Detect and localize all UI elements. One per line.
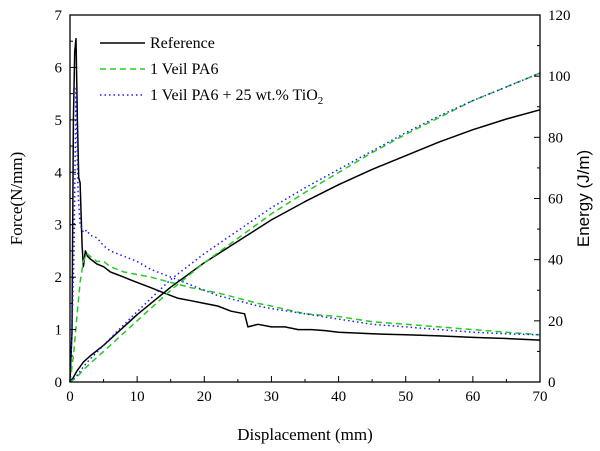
series-layer (69, 37, 541, 383)
y-left-tick-label: 3 (55, 218, 63, 234)
y-right-tick-label: 60 (548, 192, 563, 208)
plot-frame (69, 14, 541, 383)
y-right-tick-label: 80 (548, 130, 563, 146)
x-tick-label: 30 (264, 389, 279, 405)
x-tick-label: 50 (398, 389, 413, 405)
y-left-tick-label: 1 (55, 323, 63, 339)
y-left-tick-label: 7 (55, 8, 63, 24)
legend-label-reference: Reference (150, 35, 215, 52)
legend: Reference 1 Veil PA6 1 Veil PA6 + 25 wt.… (100, 35, 323, 107)
y-axis-title-left: Force(N/mm) (7, 152, 26, 245)
y-right-tick-label: 20 (548, 314, 563, 330)
x-tick-label: 70 (533, 389, 548, 405)
x-tick-label: 10 (130, 389, 145, 405)
legend-label-tio2-subscript: 2 (318, 95, 324, 107)
y-right-tick-label: 0 (548, 375, 556, 391)
y-right-tick-label: 40 (548, 253, 563, 269)
legend-label-veil-pa6-tio2: 1 Veil PA6 + 25 wt.% TiO2 (150, 87, 323, 107)
series-line-energy-5 (69, 72, 541, 383)
legend-label-veil-pa6: 1 Veil PA6 (150, 61, 218, 78)
series-line-force-1 (69, 252, 541, 383)
series-line-energy-4 (69, 72, 541, 383)
y-left-tick-label: 5 (55, 113, 63, 129)
series-line-force-0 (69, 37, 541, 383)
x-tick-label: 60 (465, 389, 480, 405)
y-left-tick-label: 4 (55, 165, 63, 181)
y-right-tick-label: 120 (548, 8, 571, 24)
y-left-tick-label: 6 (55, 60, 63, 76)
x-axis-title: Displacement (mm) (237, 425, 373, 444)
y-left-tick-label: 2 (55, 270, 63, 286)
y-left-tick-label: 0 (55, 375, 63, 391)
legend-label-tio2-prefix: 1 Veil PA6 + 25 wt.% TiO (150, 87, 318, 104)
x-tick-label: 40 (331, 389, 346, 405)
x-tick-label: 20 (197, 389, 212, 405)
series-line-energy-3 (69, 109, 541, 383)
x-tick-label: 0 (66, 389, 74, 405)
y-axis-title-right: Energy (J/m) (574, 150, 593, 247)
y-right-tick-label: 100 (548, 69, 571, 85)
